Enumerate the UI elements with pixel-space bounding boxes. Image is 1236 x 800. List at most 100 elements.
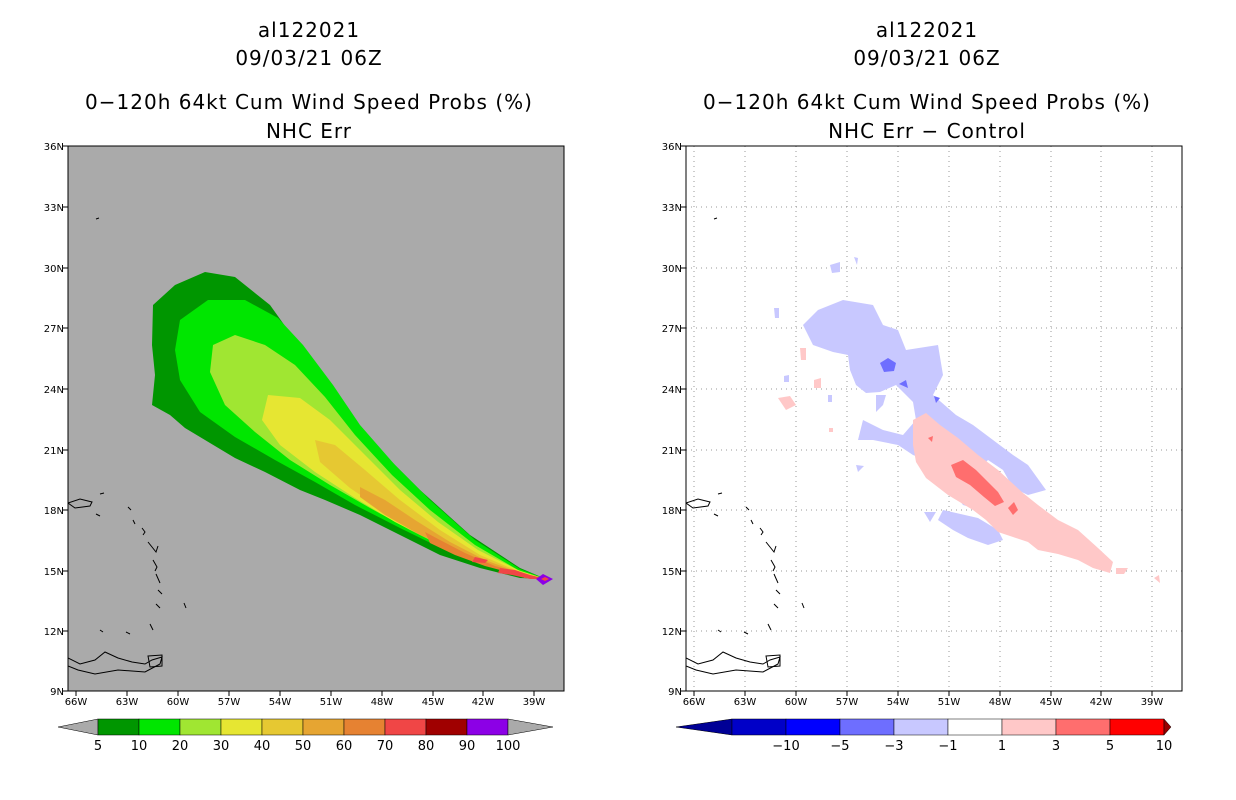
product-title: 0−120h 64kt Cum Wind Speed Probs (%) (85, 90, 533, 114)
negative-mid-1 (880, 358, 896, 372)
colorbar-segment (425, 718, 468, 736)
colorbar-label: 50 (295, 739, 312, 754)
colorbar-segment (947, 718, 1003, 736)
contour-20 (210, 335, 546, 579)
colorbar-label: 100 (496, 739, 521, 754)
storm-id: al122021 (257, 18, 361, 42)
lat-label: 36N (662, 142, 682, 153)
lat-label: 9N (668, 687, 682, 698)
negative-small-4 (784, 375, 789, 382)
difference-contours (774, 257, 1160, 583)
colorbar-end-low (57, 718, 99, 736)
coastlines (686, 217, 805, 675)
coastline-trinidad (765, 654, 781, 668)
lat-label: 27N (44, 324, 64, 335)
lat-label: 18N (662, 506, 682, 517)
lon-label: 60W (785, 697, 808, 708)
storm-id: al122021 (875, 18, 979, 42)
colorbar-segment (731, 718, 787, 736)
lon-label: 54W (887, 697, 910, 708)
lon-label: 39W (523, 697, 546, 708)
colorbar-label: 10 (1156, 739, 1173, 754)
coastline-puerto-rico (68, 498, 93, 509)
lat-label: 30N (44, 264, 64, 275)
left-panel: al122021 09/03/21 06Z 0−120h 64kt Cum Wi… (44, 18, 565, 754)
lon-label: 57W (836, 697, 859, 708)
positive-small-3 (814, 378, 821, 388)
colorbar-label: 60 (336, 739, 353, 754)
lon-label: 63W (734, 697, 757, 708)
negative-small-3 (774, 308, 779, 318)
positive-mid (951, 460, 1004, 506)
lon-label: 42W (472, 697, 495, 708)
lon-label: 66W (683, 697, 706, 708)
colorbar-label: 3 (1052, 739, 1060, 754)
lat-label: 27N (662, 324, 682, 335)
lat-label: 21N (44, 446, 64, 457)
lat-label: 9N (50, 687, 64, 698)
positive-small-7 (1048, 518, 1055, 526)
positive-mid-3 (928, 436, 933, 442)
lat-label: 30N (662, 264, 682, 275)
colorbar-label: 90 (459, 739, 476, 754)
datetime: 09/03/21 06Z (235, 46, 383, 70)
coastline-trinidad (147, 654, 163, 668)
negative-small-7 (924, 512, 936, 522)
contour-40 (315, 440, 546, 579)
colorbar-label: 70 (377, 739, 394, 754)
negative-small-2 (854, 257, 858, 265)
negative-region-south (938, 510, 1003, 545)
colorbar-segment (384, 718, 427, 736)
contour-70 (472, 557, 546, 579)
right-panel: al122021 09/03/21 06Z 0−120h 64kt Cum Wi… (618, 0, 1236, 800)
colorbar-segment (839, 718, 895, 736)
negative-small-9 (828, 395, 832, 402)
colorbar-segment (785, 718, 841, 736)
colorbar-label: −10 (772, 739, 799, 754)
gridlines (686, 146, 1182, 691)
colorbar-segment (1055, 718, 1111, 736)
colorbar-segment (1109, 718, 1165, 736)
coastline-islets (713, 217, 749, 635)
negative-small-6 (856, 465, 864, 472)
lon-label: 48W (371, 697, 394, 708)
colorbar-segment (302, 718, 345, 736)
lat-label: 24N (44, 385, 64, 396)
coastlines (68, 217, 187, 675)
coastline-islets (95, 217, 131, 635)
positive-small-2 (800, 348, 806, 360)
positive-mid-2 (1008, 502, 1018, 515)
colorbar-end-high (1163, 718, 1172, 736)
colorbar-end-low (675, 718, 733, 736)
colorbar-label: 20 (172, 739, 189, 754)
colorbar-segment (97, 718, 140, 736)
colorbar-label: −3 (884, 739, 903, 754)
negative-mid-3 (934, 396, 940, 403)
coastline-virgin-islands (713, 492, 723, 517)
lat-label: 33N (662, 203, 682, 214)
colorbar-label: 80 (418, 739, 435, 754)
negative-mid-2 (899, 380, 908, 388)
map-frame (685, 145, 1183, 692)
positive-small-4 (829, 428, 833, 432)
contour-100-core (541, 577, 549, 581)
colorbar-label: −1 (938, 739, 957, 754)
negative-small-1 (830, 262, 840, 273)
lon-label: 39W (1141, 697, 1164, 708)
lon-label: 57W (218, 697, 241, 708)
lat-label: 12N (44, 627, 64, 638)
lat-label: 24N (662, 385, 682, 396)
colorbar-label: 30 (213, 739, 230, 754)
lon-label: 54W (269, 697, 292, 708)
colorbar-segment (1001, 718, 1057, 736)
lon-label: 45W (1040, 697, 1063, 708)
lon-label: 63W (116, 697, 139, 708)
colorbar-segment (179, 718, 222, 736)
coastline-venezuela (68, 651, 163, 675)
colorbar-label: 10 (131, 739, 148, 754)
colorbar: −10 −5 −3 −1 1 3 5 10 (675, 718, 1173, 754)
lat-label: 12N (662, 627, 682, 638)
coastline-puerto-rico (686, 498, 711, 509)
